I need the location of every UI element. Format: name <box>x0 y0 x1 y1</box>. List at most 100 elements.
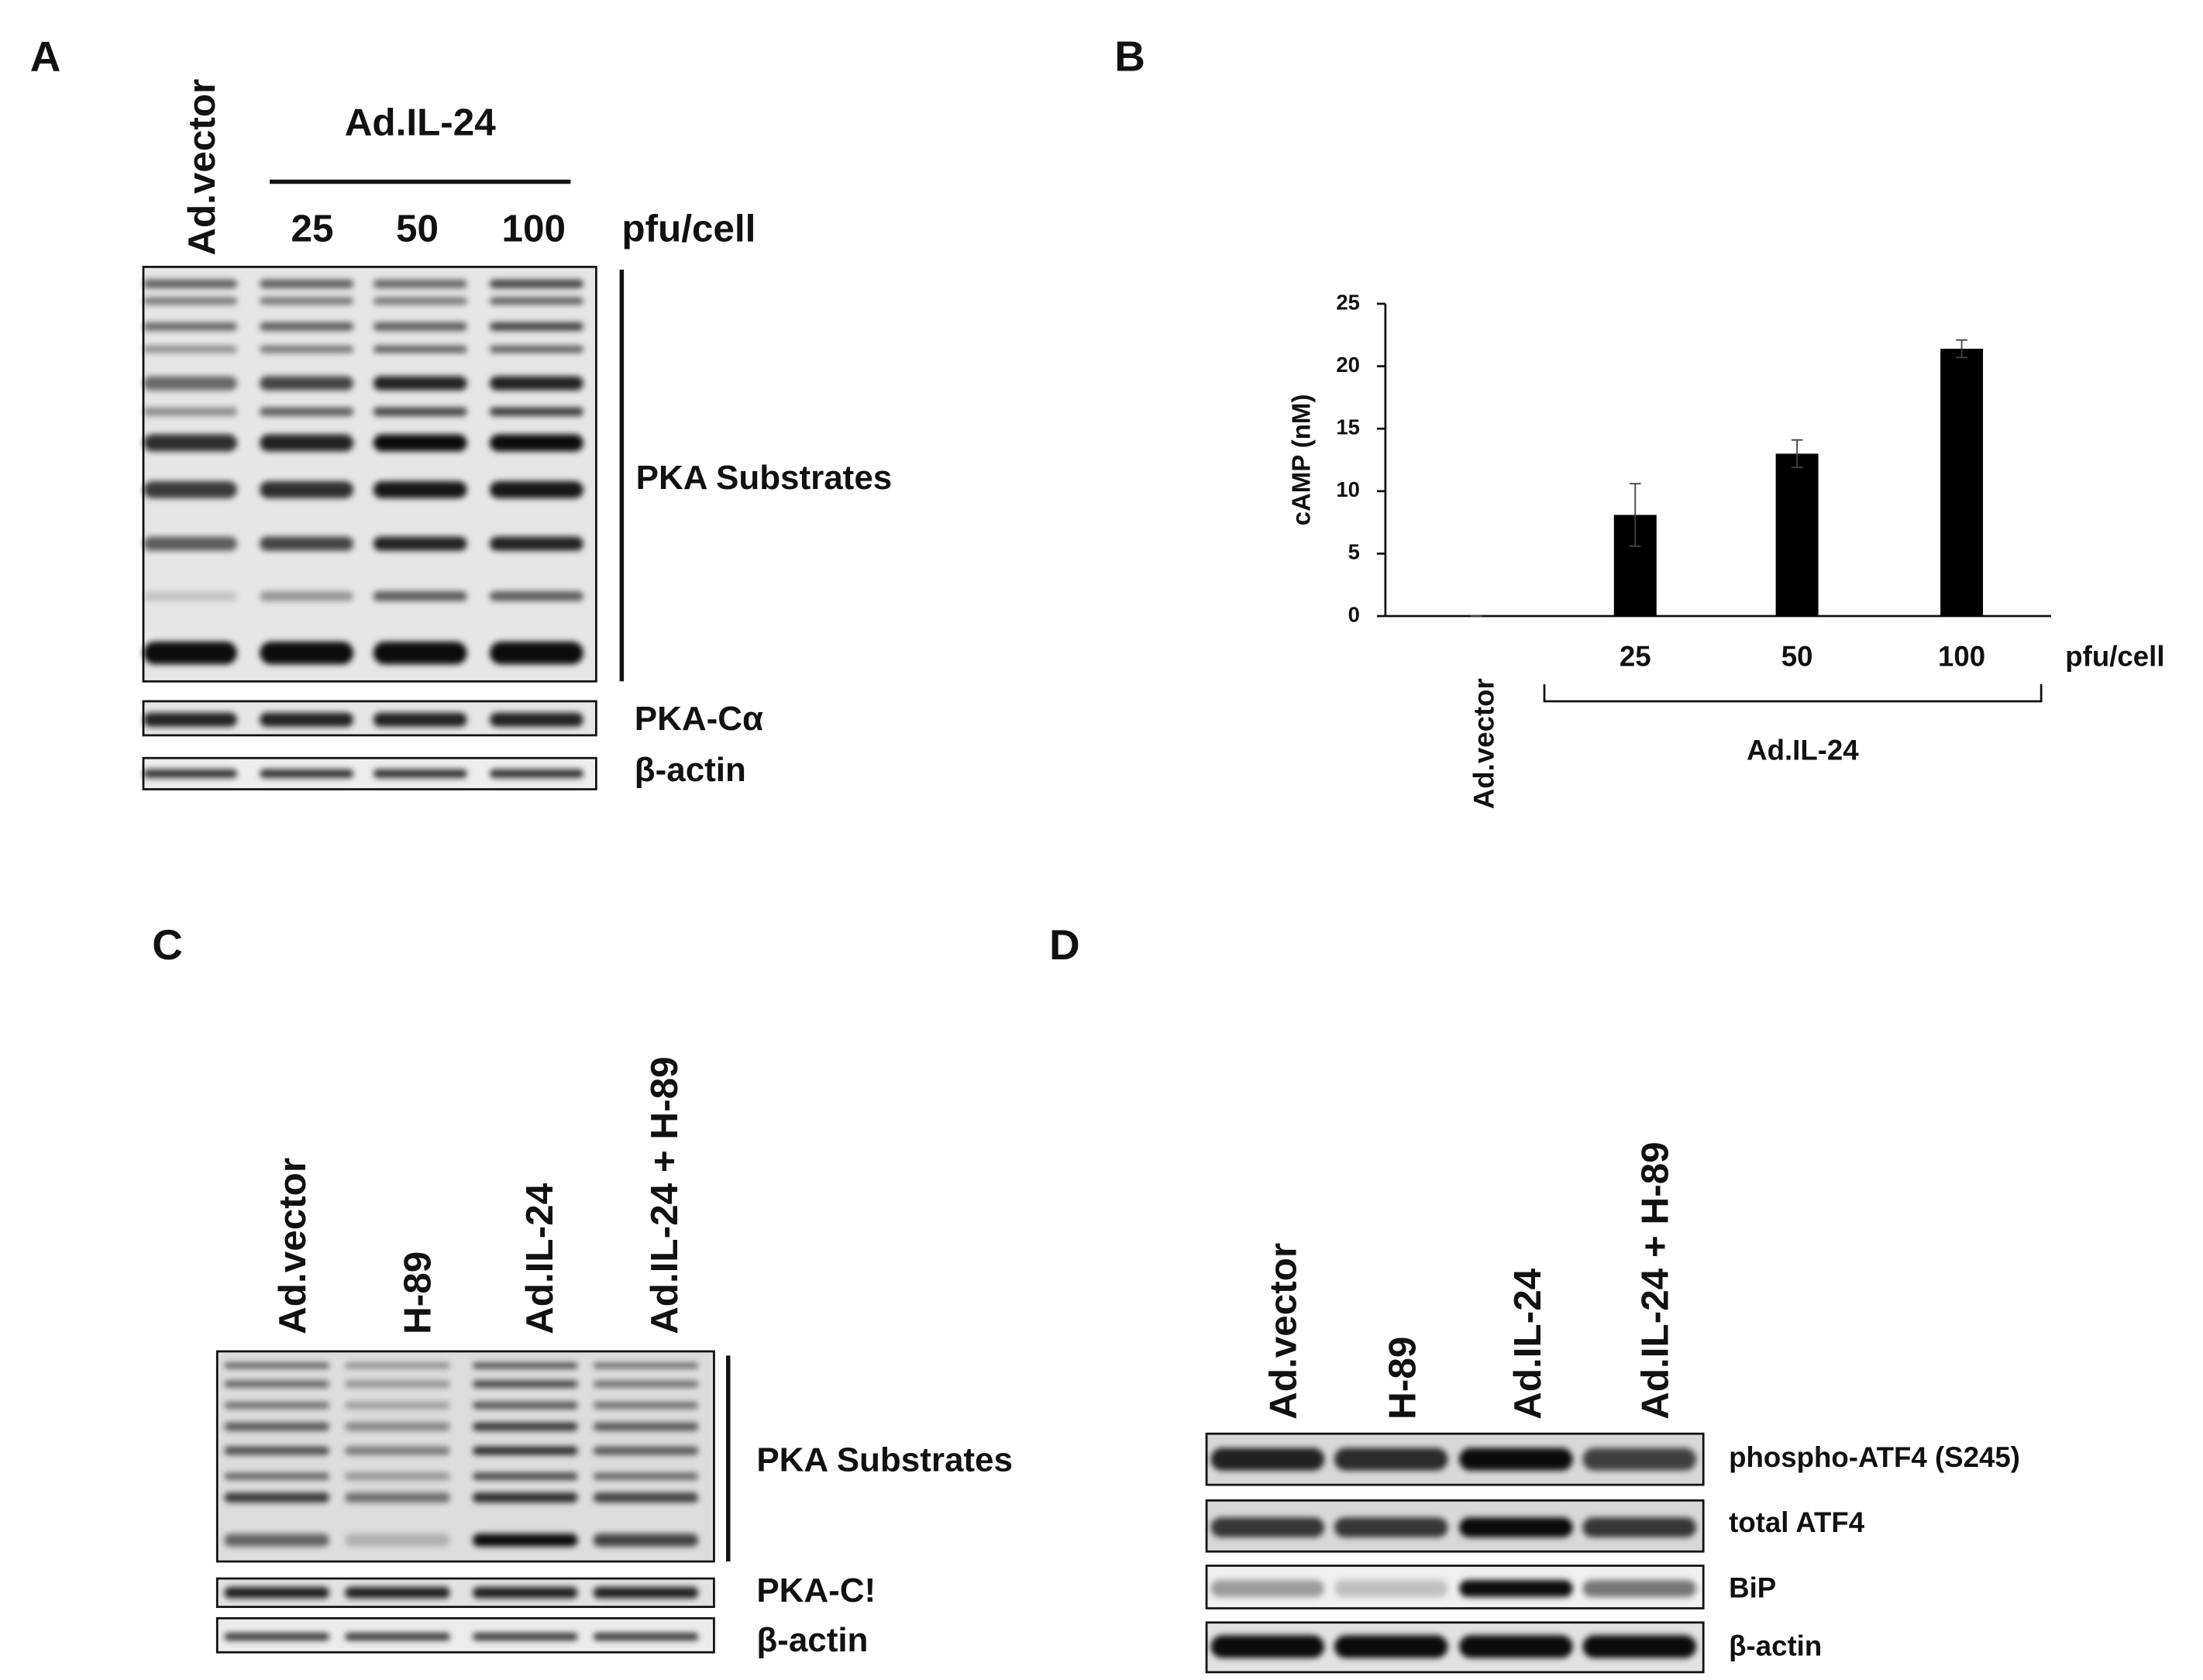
band <box>472 1534 578 1547</box>
panel-label: C <box>152 921 183 969</box>
bands <box>1210 1579 1697 1597</box>
band <box>489 407 583 416</box>
error-bar <box>1791 439 1803 469</box>
band <box>472 1492 578 1503</box>
band <box>260 642 354 665</box>
bands <box>224 1587 699 1599</box>
band <box>143 407 237 416</box>
band <box>373 481 467 498</box>
bands <box>1210 1517 1697 1537</box>
band <box>593 1587 699 1599</box>
band <box>373 712 467 727</box>
band <box>373 590 467 601</box>
band <box>373 642 467 665</box>
band <box>224 1380 329 1388</box>
band <box>260 376 354 391</box>
band <box>373 322 467 331</box>
band <box>224 1633 329 1640</box>
blot-images <box>142 266 1705 1674</box>
band <box>373 279 467 288</box>
band <box>143 297 237 305</box>
band <box>224 1472 329 1480</box>
blot-label: PKA-Cα <box>635 700 763 738</box>
y-tick-label: 20 <box>1336 353 1360 377</box>
band <box>472 1472 578 1480</box>
band <box>593 1633 699 1640</box>
lane-label: Ad.vector <box>1262 1243 1305 1420</box>
band <box>489 279 583 288</box>
band <box>472 1422 578 1431</box>
x-tick-label: 50 <box>1781 641 1813 673</box>
band <box>593 1362 699 1368</box>
y-axis-title: cAMP (nM) <box>1286 394 1315 526</box>
band <box>489 376 583 391</box>
band <box>345 1587 450 1599</box>
band <box>1334 1579 1448 1597</box>
band <box>345 1633 450 1640</box>
group-label: Ad.IL-24 <box>1747 735 1859 766</box>
band <box>260 434 354 452</box>
band <box>224 1534 329 1547</box>
dose-label: 100 <box>502 208 566 250</box>
band <box>1210 1517 1325 1537</box>
lane-label: Ad.vector <box>271 1158 314 1334</box>
band <box>143 590 237 601</box>
bar <box>1940 349 1984 617</box>
bands <box>143 769 583 778</box>
band <box>345 1492 450 1503</box>
band <box>345 1446 450 1455</box>
band <box>1210 1448 1325 1471</box>
band <box>1210 1635 1325 1658</box>
x-tick-label: 25 <box>1620 641 1651 673</box>
band <box>489 712 583 727</box>
bands <box>224 1362 699 1547</box>
band <box>143 376 237 391</box>
band <box>489 481 583 498</box>
blot-label: PKA Substrates <box>636 459 893 497</box>
band <box>472 1380 578 1388</box>
blot-label: BiP <box>1729 1572 1776 1603</box>
blot-label: PKA Substrates <box>756 1441 1013 1479</box>
bar-chart: B 0 5 10 15 20 25 cAMP (nM) Ad.vector 25 50 100 pfu/… <box>1114 32 2164 809</box>
band <box>1459 1517 1573 1537</box>
band <box>1582 1579 1697 1597</box>
band <box>143 434 237 452</box>
band <box>373 407 467 416</box>
band <box>489 769 583 778</box>
y-tick-label: 5 <box>1348 540 1360 564</box>
band <box>489 297 583 305</box>
panel-label: D <box>1049 921 1080 969</box>
blot-label: PKA-C! <box>756 1572 876 1609</box>
band <box>593 1380 699 1388</box>
band <box>472 1633 578 1640</box>
band <box>1582 1635 1697 1658</box>
blot-label: total ATF4 <box>1729 1506 1865 1538</box>
band <box>224 1422 329 1431</box>
bands <box>1210 1635 1697 1658</box>
bands <box>1210 1448 1697 1471</box>
band <box>143 322 237 331</box>
panel-label: B <box>1114 32 1145 80</box>
band <box>345 1401 450 1410</box>
dose-label: 25 <box>291 208 334 250</box>
band <box>345 1380 450 1388</box>
band <box>489 346 583 353</box>
lane-label: Ad.IL-24 <box>518 1183 561 1334</box>
band <box>1582 1517 1697 1537</box>
band <box>489 590 583 601</box>
y-tick-label: 10 <box>1336 477 1360 501</box>
blot-frame <box>142 266 597 683</box>
band <box>1334 1448 1448 1471</box>
band <box>143 769 237 778</box>
band <box>1459 1448 1573 1471</box>
band <box>260 322 354 331</box>
y-tick-label: 15 <box>1336 415 1360 439</box>
band <box>1459 1635 1573 1658</box>
band <box>373 346 467 353</box>
bands <box>224 1633 699 1640</box>
group-bracket <box>1543 683 2043 703</box>
bar <box>1775 453 1819 617</box>
band <box>373 536 467 551</box>
band <box>143 536 237 551</box>
blot-label: β-actin <box>756 1621 868 1659</box>
